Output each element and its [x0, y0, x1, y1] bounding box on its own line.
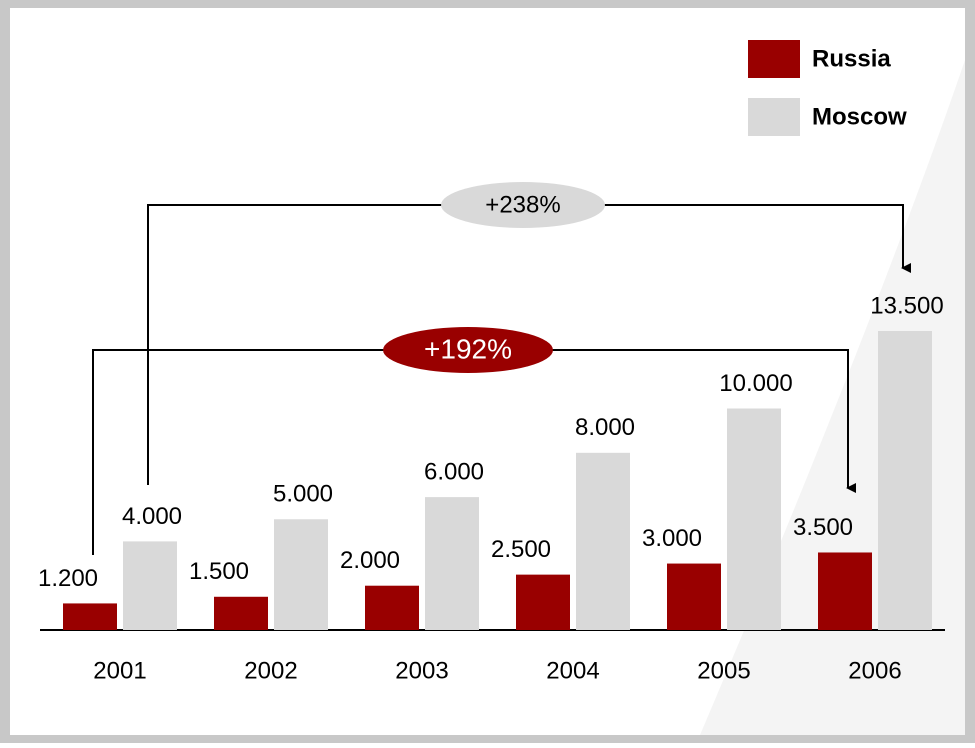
- value-label: 8.000: [575, 414, 635, 441]
- value-label: 10.000: [719, 370, 792, 397]
- bar: [274, 519, 328, 630]
- value-label: 4.000: [122, 503, 182, 530]
- bar: [123, 541, 177, 630]
- x-tick-label: 2003: [395, 657, 448, 684]
- x-tick-label: 2004: [546, 657, 599, 684]
- bar: [425, 497, 479, 630]
- legend-swatch: [748, 40, 800, 78]
- legend-label: Moscow: [812, 103, 907, 130]
- x-tick-label: 2006: [848, 657, 901, 684]
- bar: [576, 452, 630, 630]
- annotation: +238%: [485, 191, 560, 218]
- legend-swatch: [748, 98, 800, 136]
- value-label: 13.500: [870, 292, 943, 319]
- bar: [818, 552, 872, 630]
- bar: [365, 585, 419, 630]
- x-tick-label: 2002: [244, 657, 297, 684]
- bar: [667, 563, 721, 630]
- value-label: 5.000: [273, 481, 333, 508]
- annotation: +192%: [424, 333, 512, 364]
- legend-label: Russia: [812, 45, 891, 72]
- bar: [516, 574, 570, 630]
- bar: [878, 331, 932, 630]
- bar: [727, 408, 781, 630]
- value-label: 2.500: [491, 536, 551, 563]
- bar: [63, 603, 117, 630]
- value-label: 1.500: [189, 558, 249, 585]
- x-tick-label: 2001: [93, 657, 146, 684]
- value-label: 3.000: [642, 525, 702, 552]
- bar: [214, 596, 268, 630]
- value-label: 2.000: [340, 547, 400, 574]
- annotation-badge: [383, 327, 553, 373]
- annotation-badge: [441, 182, 605, 228]
- value-label: 3.500: [793, 514, 853, 541]
- value-label: 1.200: [38, 565, 98, 592]
- value-label: 6.000: [424, 458, 484, 485]
- x-tick-label: 2005: [697, 657, 750, 684]
